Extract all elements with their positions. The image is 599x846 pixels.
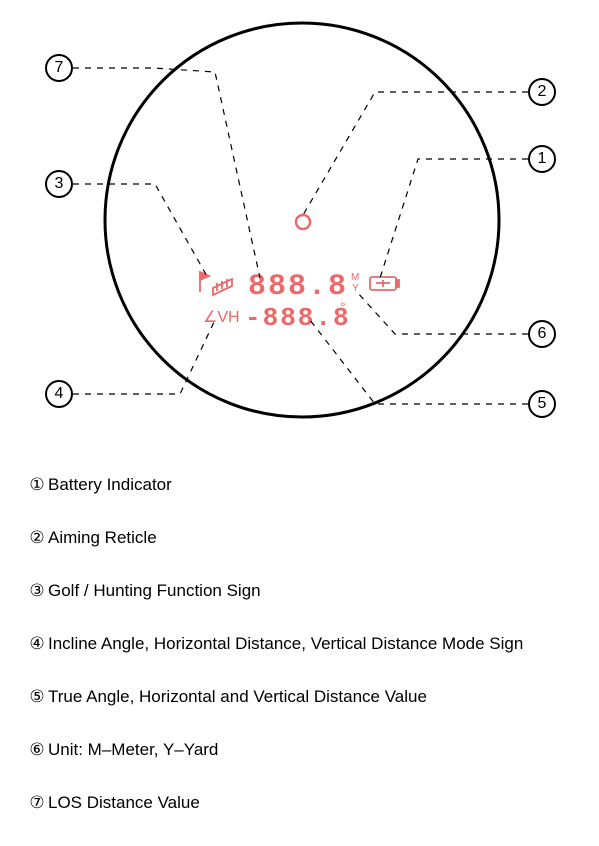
legend-text: Incline Angle, Horizontal Distance, Vert…: [48, 634, 523, 654]
legend-text: LOS Distance Value: [48, 793, 200, 813]
legend-list: ①Battery Indicator ②Aiming Reticle ③Golf /…: [30, 475, 570, 846]
legend-number: ①: [30, 475, 44, 495]
callout-number-1: 1: [528, 145, 556, 173]
callout-number-2: 2: [528, 78, 556, 106]
unit-meter-label: M: [351, 272, 359, 283]
los-distance-value: 888.8: [248, 270, 348, 304]
legend-item-5: ⑤True Angle, Horizontal and Vertical Dis…: [30, 687, 570, 707]
legend-number: ③: [30, 581, 44, 601]
diagram-svg: 888.8 M Y ∠VH -888.8 °: [0, 0, 599, 440]
degree-mark: °: [340, 299, 346, 315]
legend-number: ⑥: [30, 740, 44, 760]
second-distance-value: -888.8: [245, 303, 351, 333]
rangefinder-diagram: 888.8 M Y ∠VH -888.8 ° 7 2 1 3 6 4 5: [0, 0, 599, 440]
legend-item-2: ②Aiming Reticle: [30, 528, 570, 548]
legend-text: Golf / Hunting Function Sign: [48, 581, 261, 601]
legend-number: ②: [30, 528, 44, 548]
legend-text: Aiming Reticle: [48, 528, 157, 548]
legend-item-3: ③Golf / Hunting Function Sign: [30, 581, 570, 601]
callout-number-7: 7: [45, 54, 73, 82]
legend-item-6: ⑥Unit: M–Meter, Y–Yard: [30, 740, 570, 760]
legend-item-7: ⑦LOS Distance Value: [30, 793, 570, 813]
legend-number: ⑦: [30, 793, 44, 813]
callout-number-6: 6: [528, 320, 556, 348]
callout-number-3: 3: [45, 170, 73, 198]
viewfinder-circle: [105, 23, 499, 417]
legend-text: True Angle, Horizontal and Vertical Dist…: [48, 687, 427, 707]
legend-number: ④: [30, 634, 44, 654]
legend-text: Battery Indicator: [48, 475, 172, 495]
mode-sign: ∠VH: [203, 309, 240, 326]
legend-text: Unit: M–Meter, Y–Yard: [48, 740, 218, 760]
legend-item-1: ①Battery Indicator: [30, 475, 570, 495]
unit-yard-label: Y: [352, 283, 359, 294]
legend-item-4: ④Incline Angle, Horizontal Distance, Ver…: [30, 634, 570, 654]
callout-number-4: 4: [45, 380, 73, 408]
callout-number-5: 5: [528, 390, 556, 418]
legend-number: ⑤: [30, 687, 44, 707]
